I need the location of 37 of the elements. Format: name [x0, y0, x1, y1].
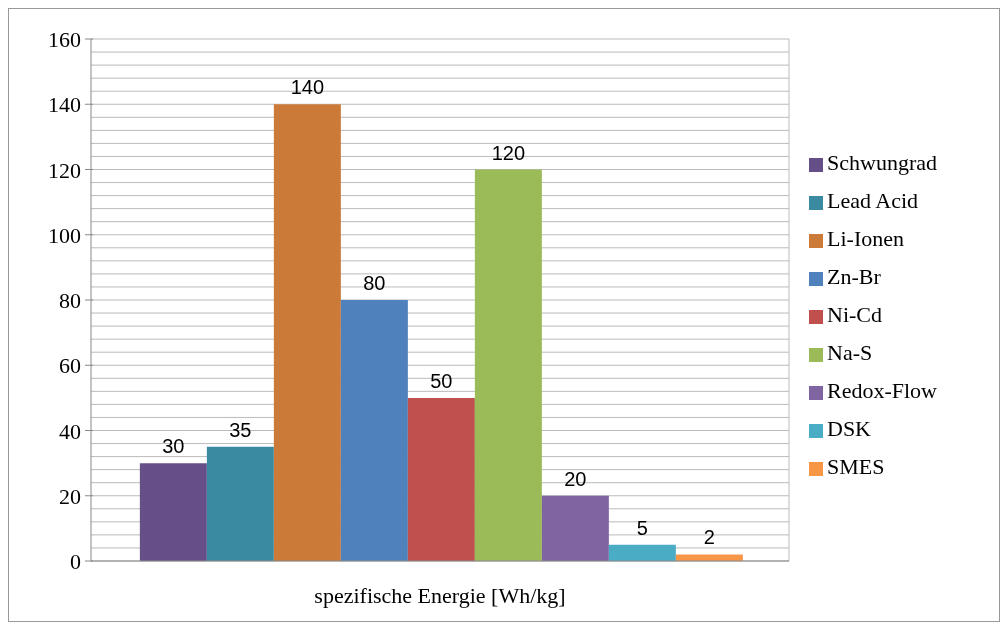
x-axis-title: spezifische Energie [Wh/kg]	[314, 583, 566, 608]
data-label: 20	[564, 467, 587, 490]
bar	[675, 554, 743, 561]
legend-label: Zn-Br	[827, 264, 881, 289]
y-tick-label: 160	[48, 27, 81, 52]
data-label: 140	[290, 76, 325, 99]
y-tick-label: 80	[59, 288, 81, 313]
legend-label: Schwungrad	[827, 150, 937, 175]
data-label: 35	[229, 418, 252, 441]
y-tick-label: 140	[48, 92, 81, 118]
bar	[407, 397, 475, 561]
data-label: 50	[430, 369, 453, 392]
y-tick-label: 0	[70, 549, 81, 574]
legend-label: Li-Ionen	[827, 226, 904, 251]
legend-label: Redox-Flow	[827, 378, 937, 403]
data-label: 2	[703, 526, 715, 549]
y-tick-label: 100	[48, 222, 81, 248]
legend-label: SMES	[827, 454, 885, 479]
bar	[206, 446, 274, 561]
bar	[340, 300, 408, 561]
bar	[273, 104, 341, 561]
bar	[541, 495, 609, 561]
data-label: 5	[636, 516, 648, 539]
data-label: 80	[363, 272, 386, 294]
bar	[474, 169, 542, 561]
bar	[608, 544, 676, 561]
data-label: 30	[162, 435, 185, 458]
y-tick-label: 120	[48, 157, 81, 183]
y-tick-label: 60	[59, 353, 81, 379]
legend-label: Ni-Cd	[827, 302, 882, 327]
legend-label: Lead Acid	[827, 188, 919, 213]
legend-label: Na-S	[827, 340, 873, 365]
legend-label: DSK	[827, 416, 872, 441]
y-tick-label: 20	[59, 483, 81, 509]
bar	[139, 463, 207, 561]
data-label: 120	[491, 141, 526, 164]
y-tick-label: 40	[59, 418, 81, 444]
